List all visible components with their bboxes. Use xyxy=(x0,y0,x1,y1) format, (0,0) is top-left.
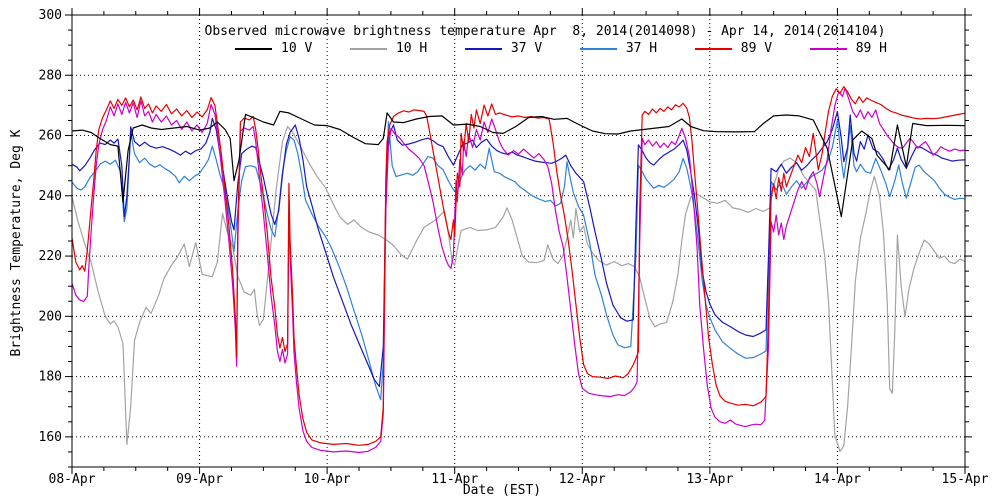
legend-swatch-10v xyxy=(235,48,272,50)
legend-item-10h: 10 H xyxy=(349,41,428,56)
series-10v-line xyxy=(71,110,966,218)
plot-frame xyxy=(71,14,966,468)
legend-label-37v: 37 V xyxy=(510,41,543,56)
y-tick-label: 160 xyxy=(39,430,62,445)
legend-swatch-89v xyxy=(694,48,732,50)
legend-item-89v: 89 V xyxy=(694,41,773,56)
x-tick-label: 12-Apr xyxy=(559,472,606,487)
x-tick-label: 15-Apr xyxy=(942,472,989,487)
y-tick-label: 260 xyxy=(39,129,62,144)
legend-item-37h: 37 H xyxy=(579,41,658,56)
x-tick-label: 14-Apr xyxy=(814,472,861,487)
x-tick-label: 11-Apr xyxy=(431,472,478,487)
y-tick-label: 200 xyxy=(39,309,62,324)
legend-swatch-10h xyxy=(349,48,387,50)
legend-label-10h: 10 H xyxy=(395,41,428,56)
legend-label-10v: 10 V xyxy=(281,41,313,56)
chart-title: Observed microwave brightness temperatur… xyxy=(204,24,886,39)
series-89h-line xyxy=(71,87,966,454)
chart-legend: 10 V 10 H 37 V 37 H 89 V 89 H xyxy=(235,42,887,56)
x-tick-label: 08-Apr xyxy=(49,472,96,487)
x-tick-label: 10-Apr xyxy=(304,472,351,487)
legend-swatch-37v xyxy=(464,48,502,50)
legend-label-37h: 37 H xyxy=(625,41,658,56)
x-tick-label: 13-Apr xyxy=(686,472,733,487)
x-tick-label: 09-Apr xyxy=(176,472,223,487)
legend-item-89h: 89 H xyxy=(809,41,887,56)
series-89v-line xyxy=(71,86,966,446)
y-axis-label: Brightness Temperature, Deg K xyxy=(9,129,24,357)
x-axis-label: Date (EST) xyxy=(462,483,542,498)
y-tick-label: 240 xyxy=(39,189,62,204)
y-tick-label: 180 xyxy=(39,370,62,385)
y-tick-label: 280 xyxy=(39,68,62,83)
y-tick-label: 220 xyxy=(39,249,62,264)
series-10h-line xyxy=(71,125,966,453)
legend-item-37v: 37 V xyxy=(464,41,543,56)
legend-label-89v: 89 V xyxy=(740,41,773,56)
legend-label-89h: 89 H xyxy=(855,41,887,56)
legend-swatch-89h xyxy=(809,48,847,50)
legend-swatch-37h xyxy=(579,48,617,50)
y-tick-label: 300 xyxy=(39,8,62,23)
legend-item-10v: 10 V xyxy=(235,42,312,56)
series-37v-line xyxy=(71,111,966,388)
